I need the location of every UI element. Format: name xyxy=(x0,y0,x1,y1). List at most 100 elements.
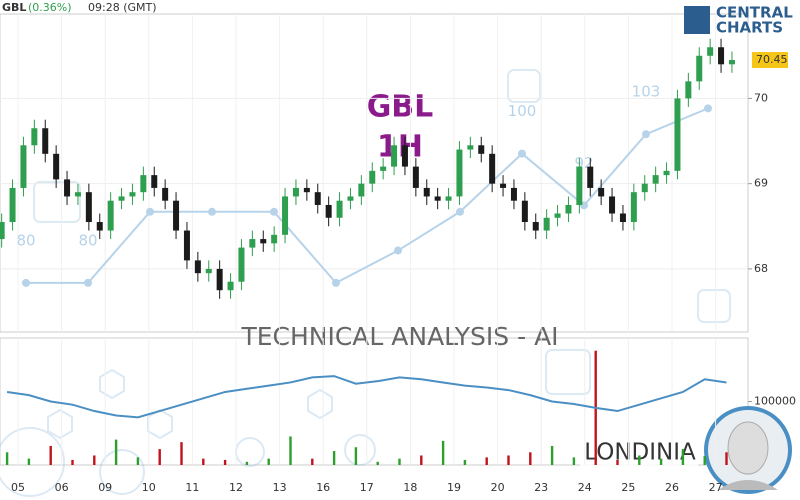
watermark: GBL xyxy=(367,90,434,125)
volume-bar xyxy=(223,459,227,465)
candle-body xyxy=(718,47,725,65)
symbol: GBL xyxy=(2,1,26,14)
sentiment-label: 80 xyxy=(16,231,35,249)
candle-body xyxy=(216,268,223,291)
volume-bar xyxy=(114,439,118,465)
candle-body xyxy=(619,213,626,223)
volume-bar xyxy=(289,436,292,465)
candle-body xyxy=(107,200,114,231)
volume-bar xyxy=(398,458,401,465)
candle-body xyxy=(500,183,507,188)
candle-body xyxy=(53,153,60,180)
x-tick-label: 11 xyxy=(185,481,199,494)
x-tick-label: 05 xyxy=(11,481,25,494)
candle-body xyxy=(510,187,517,201)
candle-body xyxy=(554,213,561,218)
x-tick-label: 16 xyxy=(316,481,330,494)
volume-bar xyxy=(681,449,685,465)
sentiment-point xyxy=(642,130,650,139)
banner: TECHNICAL ANALYSIS - AI xyxy=(240,322,558,351)
candle-body xyxy=(456,149,463,197)
candle-body xyxy=(423,187,430,197)
sentiment-label: 100 xyxy=(508,102,537,120)
x-tick-label: 09 xyxy=(98,481,112,494)
sentiment-point xyxy=(394,246,402,255)
candle-body xyxy=(129,192,136,197)
y-tick-label: 69 xyxy=(754,177,768,190)
candle-body xyxy=(282,196,289,235)
candle-body xyxy=(173,200,180,231)
volume-bar xyxy=(659,458,663,465)
candle-body xyxy=(652,175,659,184)
volume-bar xyxy=(507,455,510,465)
volume-bar xyxy=(725,452,728,465)
y-tick-label: 70 xyxy=(754,91,768,104)
candle-body xyxy=(336,200,343,218)
price-tag-label: 70.45 xyxy=(756,53,788,66)
change: (0.36%) xyxy=(28,1,72,14)
candle-body xyxy=(347,196,354,201)
decor xyxy=(0,69,731,497)
volume-bar xyxy=(463,459,467,465)
x-tick-label: 25 xyxy=(621,481,635,494)
candle-body xyxy=(74,192,81,197)
x-tick-label: 27 xyxy=(709,481,723,494)
volume-bar xyxy=(27,458,31,465)
candle-body xyxy=(685,81,692,99)
y-tick-label: 68 xyxy=(754,262,768,275)
brand: CHARTS xyxy=(716,19,783,37)
x-tick-label: 12 xyxy=(229,481,243,494)
volume-bar xyxy=(311,458,314,465)
candle-body xyxy=(696,55,703,82)
sentiment-point xyxy=(704,104,712,113)
volume-bar xyxy=(638,455,641,465)
candle-body xyxy=(140,175,147,193)
volume-bar xyxy=(245,461,249,465)
candle-body xyxy=(85,192,92,223)
sentiment-point xyxy=(84,278,92,287)
candle-body xyxy=(663,170,670,176)
volume-bar xyxy=(550,445,554,465)
sentiment-point xyxy=(456,207,464,216)
candle-body xyxy=(9,187,16,223)
candle-body xyxy=(478,145,485,154)
candle-body xyxy=(205,268,212,274)
volume-bar xyxy=(441,440,445,465)
x-tick-label: 23 xyxy=(534,481,548,494)
x-tick-label: 10 xyxy=(142,481,156,494)
candle-body xyxy=(96,222,103,231)
x-tick-label: 24 xyxy=(578,481,592,494)
candle-body xyxy=(489,153,496,184)
volume-bar xyxy=(332,451,336,465)
x-tick-label: 20 xyxy=(491,481,505,494)
candle-body xyxy=(194,260,201,274)
candle-body xyxy=(31,128,38,146)
sentiment-label: 80 xyxy=(78,231,97,249)
candle-body xyxy=(532,222,539,231)
candle-body xyxy=(369,170,376,184)
volume-bar xyxy=(180,442,183,465)
candle-body xyxy=(467,145,474,150)
candle-body xyxy=(238,247,245,282)
candle-body xyxy=(183,230,190,261)
x-tick-label: 13 xyxy=(273,481,287,494)
sentiment-point xyxy=(22,278,30,287)
candle-body xyxy=(358,183,365,197)
volume-bar xyxy=(703,456,706,465)
candle-body xyxy=(271,234,278,244)
candle-body xyxy=(674,98,681,171)
volume-bar xyxy=(158,449,161,465)
x-tick-label: 17 xyxy=(360,481,374,494)
candle-body xyxy=(391,145,398,167)
candle-body xyxy=(630,192,637,223)
volume-bar xyxy=(5,452,9,465)
candle-body xyxy=(728,60,735,65)
candle-body xyxy=(227,281,234,291)
candle-body xyxy=(162,187,169,201)
candle-body xyxy=(598,187,605,197)
candle-body xyxy=(42,128,49,154)
candle-body xyxy=(641,183,648,193)
volume-bar xyxy=(71,459,74,465)
candle-body xyxy=(576,166,583,205)
candle-body xyxy=(707,47,714,56)
